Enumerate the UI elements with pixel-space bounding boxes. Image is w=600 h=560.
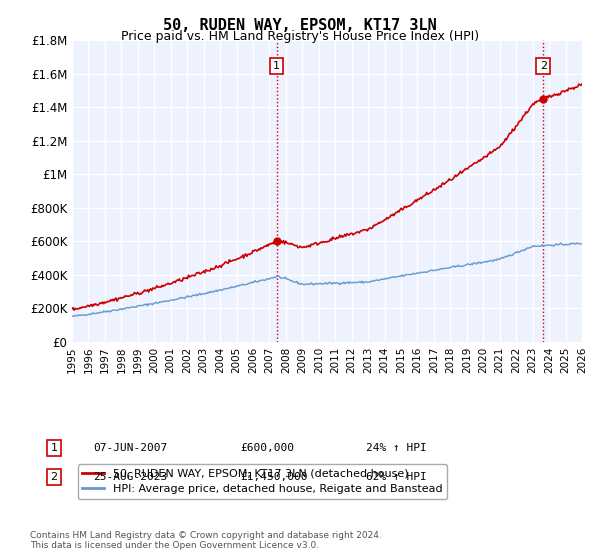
Text: 1: 1 — [50, 443, 58, 453]
Text: 25-AUG-2023: 25-AUG-2023 — [93, 472, 167, 482]
Text: 1: 1 — [273, 61, 280, 71]
Text: 50, RUDEN WAY, EPSOM, KT17 3LN: 50, RUDEN WAY, EPSOM, KT17 3LN — [163, 18, 437, 33]
Text: Price paid vs. HM Land Registry's House Price Index (HPI): Price paid vs. HM Land Registry's House … — [121, 30, 479, 43]
Text: 62% ↑ HPI: 62% ↑ HPI — [366, 472, 427, 482]
Text: 2: 2 — [50, 472, 58, 482]
Text: Contains HM Land Registry data © Crown copyright and database right 2024.
This d: Contains HM Land Registry data © Crown c… — [30, 530, 382, 550]
Text: 2: 2 — [540, 61, 547, 71]
Text: £600,000: £600,000 — [240, 443, 294, 453]
Text: £1,450,000: £1,450,000 — [240, 472, 308, 482]
Text: 07-JUN-2007: 07-JUN-2007 — [93, 443, 167, 453]
Legend: 50, RUDEN WAY, EPSOM, KT17 3LN (detached house), HPI: Average price, detached ho: 50, RUDEN WAY, EPSOM, KT17 3LN (detached… — [77, 464, 447, 499]
Text: 24% ↑ HPI: 24% ↑ HPI — [366, 443, 427, 453]
